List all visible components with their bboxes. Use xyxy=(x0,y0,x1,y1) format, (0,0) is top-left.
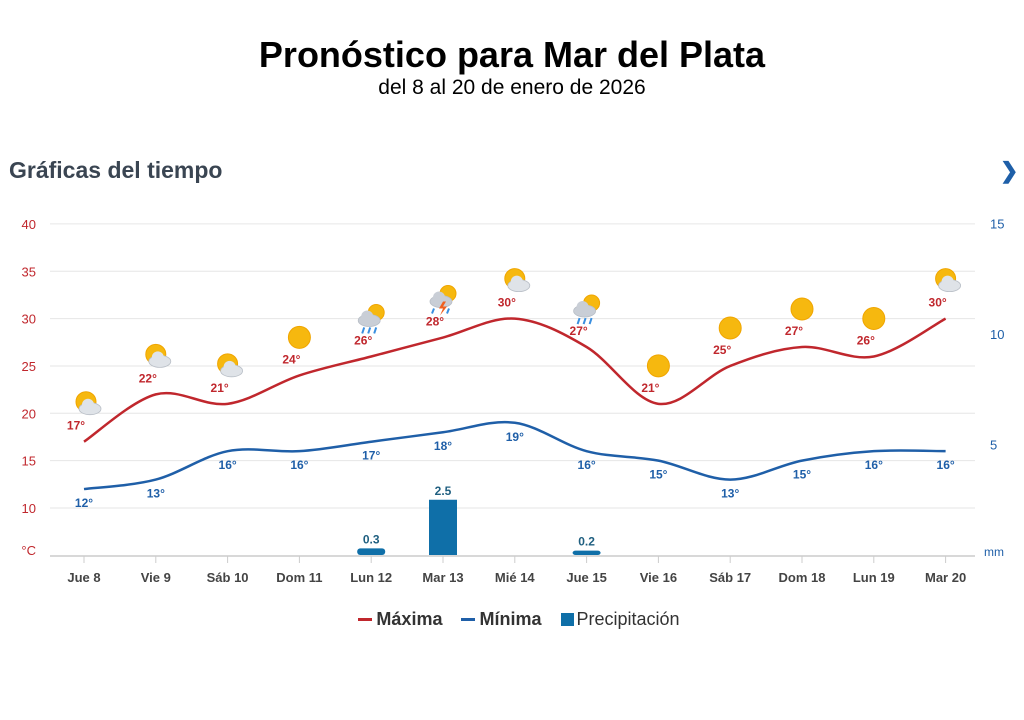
max-temp-label: 27° xyxy=(570,324,588,338)
x-tick-label: Sáb 17 xyxy=(709,570,751,585)
min-temp-label: 12° xyxy=(75,496,93,510)
cloud-icon-puff xyxy=(941,275,954,288)
x-tick-label: Jue 8 xyxy=(67,570,100,585)
max-temp-label: 24° xyxy=(282,352,300,366)
legend-precip[interactable]: Precipitación xyxy=(576,608,680,629)
page-subtitle: del 8 al 20 de enero de 2026 xyxy=(378,76,646,99)
legend-precip-swatch xyxy=(560,612,574,626)
section-title: Gráficas del tiempo xyxy=(9,157,223,183)
legend-max-swatch xyxy=(358,617,373,621)
cloud-icon-puff xyxy=(82,398,94,411)
page-title: Pronóstico para Mar del Plata xyxy=(258,34,766,75)
left-tick-label: 10 xyxy=(22,501,36,516)
chevron-right-icon[interactable]: ❯ xyxy=(1000,158,1019,183)
max-temp-label: 30° xyxy=(498,296,516,310)
min-temp-label: 13° xyxy=(147,487,165,501)
min-temp-label: 16° xyxy=(290,458,308,472)
precip-bar xyxy=(357,548,386,555)
min-temp-label: 18° xyxy=(434,439,452,453)
max-temp-label: 25° xyxy=(713,343,731,357)
x-tick-label: Sáb 10 xyxy=(207,570,249,585)
x-tick-label: Dom 18 xyxy=(779,570,826,585)
x-tick-label: Lun 12 xyxy=(350,570,392,585)
legend: Máxima Mínima Precipitación xyxy=(0,608,1024,630)
min-temp-label: 16° xyxy=(578,458,596,472)
right-tick-label: 15 xyxy=(990,217,1004,232)
raindrop xyxy=(588,317,593,325)
min-temp-label: 16° xyxy=(219,458,237,472)
cloud-icon-puff xyxy=(151,351,164,364)
left-tick-label: 40 xyxy=(22,217,36,232)
sun-icon xyxy=(718,316,742,340)
min-temp-label: 15° xyxy=(649,468,667,482)
precip-bar xyxy=(429,499,457,555)
precip-label: 2.5 xyxy=(435,484,452,498)
raindrop xyxy=(576,317,581,325)
cloud-icon-puff xyxy=(576,301,589,314)
precip-bar xyxy=(572,550,601,555)
raindrop xyxy=(431,308,435,314)
legend-min[interactable]: Mínima xyxy=(479,608,542,629)
left-tick-label: 25 xyxy=(22,359,36,374)
legend-max[interactable]: Máxima xyxy=(376,608,443,629)
min-temp-label: 16° xyxy=(865,458,883,472)
cloud-icon-puff xyxy=(223,360,236,373)
lightning-bolt xyxy=(439,301,447,316)
max-temp-label: 30° xyxy=(929,296,947,310)
raindrop xyxy=(373,327,378,334)
right-axis-unit: mm xyxy=(984,545,1004,559)
raindrop xyxy=(446,308,450,314)
sun-icon xyxy=(646,354,670,378)
raindrop xyxy=(361,327,366,334)
precip-label: 0.2 xyxy=(578,535,595,549)
sun-icon xyxy=(790,297,814,321)
x-tick-label: Mar 20 xyxy=(925,570,966,585)
max-temp-label: 26° xyxy=(354,333,372,347)
left-tick-label: 20 xyxy=(22,406,36,421)
max-temp-label: 27° xyxy=(785,324,803,338)
min-temp-label: 15° xyxy=(793,468,811,482)
max-temp-label: 21° xyxy=(211,381,229,395)
max-line xyxy=(83,317,947,443)
x-tick-label: Mar 13 xyxy=(422,570,463,585)
min-temp-label: 13° xyxy=(721,487,739,501)
max-temp-label: 22° xyxy=(139,371,157,385)
max-temp-label: 28° xyxy=(426,315,444,329)
cloud-icon-puff xyxy=(433,291,445,304)
sun-icon xyxy=(287,325,311,349)
x-tick-label: Vie 9 xyxy=(141,570,171,585)
x-tick-label: Dom 11 xyxy=(276,570,322,585)
min-line xyxy=(83,420,946,491)
left-axis-unit: °C xyxy=(21,543,36,558)
raindrop xyxy=(367,327,372,334)
x-tick-label: Lun 19 xyxy=(853,570,895,585)
sun-icon xyxy=(862,306,886,330)
left-tick-label: 30 xyxy=(22,312,36,327)
right-tick-label: 5 xyxy=(990,438,997,453)
left-tick-label: 35 xyxy=(22,264,36,279)
max-temp-label: 21° xyxy=(641,381,659,395)
cloud-icon-puff xyxy=(510,275,523,288)
max-temp-label: 26° xyxy=(857,333,875,347)
x-tick-label: Mié 14 xyxy=(495,570,536,585)
x-tick-label: Vie 16 xyxy=(640,570,677,585)
precip-label: 0.3 xyxy=(363,532,380,546)
right-tick-label: 10 xyxy=(990,327,1004,342)
min-temp-label: 16° xyxy=(937,458,955,472)
x-tick-label: Jue 15 xyxy=(566,570,606,585)
legend-min-swatch xyxy=(461,617,476,621)
left-tick-label: 15 xyxy=(22,454,36,469)
max-temp-label: 17° xyxy=(67,419,85,433)
raindrop xyxy=(582,317,587,325)
cloud-icon-puff xyxy=(361,310,374,323)
min-temp-label: 17° xyxy=(362,449,380,463)
min-temp-label: 19° xyxy=(506,430,524,444)
